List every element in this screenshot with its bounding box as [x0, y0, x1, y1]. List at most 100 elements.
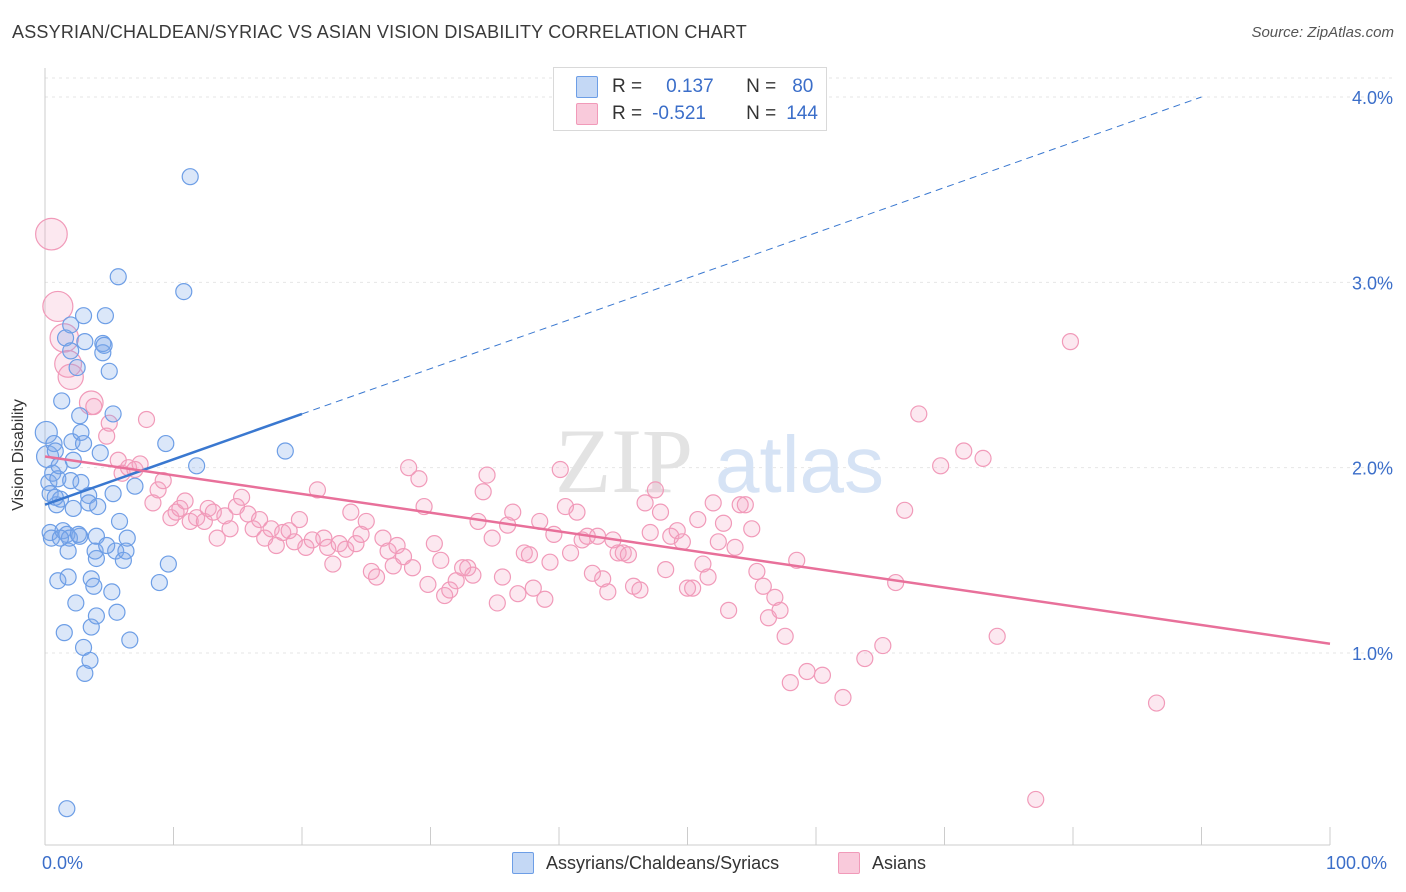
assyrian-point [98, 536, 116, 555]
asian-point [684, 579, 702, 597]
assyrian-point [110, 512, 129, 531]
asian-point [743, 520, 761, 538]
asian-point [1027, 790, 1045, 809]
asian-point [57, 363, 84, 391]
series-legend-label: Asians [872, 852, 927, 873]
asian-point [646, 481, 664, 499]
assyrian-point [81, 651, 99, 670]
assyrian-point [157, 434, 175, 453]
asian-point [594, 570, 612, 588]
legend-r-label: R = [612, 76, 643, 97]
assyrian-point [118, 529, 136, 547]
asian-point [561, 544, 580, 562]
y-tick-label: 1.0% [1352, 644, 1393, 664]
legend-swatch-blue [576, 76, 598, 98]
legend-r-value: 0.137 [666, 76, 714, 97]
x-tick-label-min: 0.0% [42, 853, 84, 873]
asian-point [583, 564, 602, 582]
x-tick-label-max: 100.0% [1326, 853, 1388, 873]
asian-point [493, 568, 512, 586]
asian-point [520, 546, 539, 564]
legend-n-value: 144 [786, 103, 818, 124]
asian-point [208, 529, 226, 547]
legend-r-label: R = [612, 103, 643, 124]
assyrian-point [58, 800, 76, 818]
asian-point [689, 510, 707, 529]
asian-point [771, 601, 789, 619]
asian-point [315, 529, 333, 547]
asian-point [699, 568, 717, 586]
assyrian-point [51, 529, 70, 547]
asian-point [974, 449, 992, 467]
assyrian-point [72, 423, 90, 442]
assyrian-point [87, 607, 106, 625]
assyrian-point [95, 336, 113, 354]
series-legend-assyrians: Assyrians/Chaldeans/Syriacs [512, 852, 779, 874]
asian-point [176, 492, 194, 510]
asian-point [1147, 694, 1166, 712]
y-tick-label: 4.0% [1352, 88, 1393, 108]
y-tick-label: 2.0% [1352, 459, 1393, 479]
legend-swatch-pink [576, 103, 598, 125]
assyrian-point [56, 329, 75, 347]
assyrian-point [55, 624, 73, 642]
asian-point [694, 555, 712, 573]
asian-point [932, 457, 950, 475]
series-swatch-blue [512, 852, 534, 874]
asian-trend-line [44, 455, 1331, 645]
asian-point [42, 290, 74, 323]
asian-point [668, 522, 686, 540]
asian-point [367, 568, 386, 586]
asian-point [896, 501, 914, 519]
asian-point [887, 573, 905, 592]
assyrian-point [117, 542, 135, 560]
asian-point [714, 514, 733, 532]
assyrian-point [62, 342, 80, 360]
asian-point [874, 636, 892, 655]
asian-point [568, 503, 586, 521]
legend-r-value: -0.521 [652, 103, 706, 124]
asian-point [474, 483, 492, 501]
asian-point [441, 581, 459, 599]
asian-point [541, 553, 559, 571]
assyrian-point [67, 594, 85, 612]
asian-point [419, 575, 437, 594]
asian-point [955, 442, 973, 460]
assyrian-point [276, 442, 294, 460]
asian-point [678, 579, 697, 597]
asian-point [144, 494, 162, 512]
asian-point [619, 546, 637, 564]
assyrian-point [181, 168, 199, 186]
asian-point [400, 459, 418, 477]
asian-point [308, 481, 327, 499]
series-legend-label: Assyrians/Chaldeans/Syriacs [546, 852, 780, 873]
assyrian-point [175, 283, 193, 301]
assyrians-points [34, 168, 294, 818]
assyrian-trend-extension [301, 96, 1202, 415]
legend-row-assyrians: R = 0.137 N = 80 [576, 74, 813, 100]
asian-point [352, 525, 370, 543]
assyrian-point [108, 603, 126, 621]
asian-point [813, 666, 832, 684]
legend-n-value: 80 [792, 76, 814, 97]
asian-point [290, 510, 309, 529]
asian-point [720, 601, 738, 619]
asian-point [651, 503, 670, 521]
asian-point [988, 627, 1006, 645]
asian-point [464, 566, 482, 584]
asian-point [798, 662, 816, 681]
asian-point [704, 494, 722, 512]
y-tick-labels: 1.0% 2.0% 3.0% 4.0% [1352, 88, 1393, 664]
asian-point [98, 427, 116, 445]
asian-point [394, 548, 413, 566]
asian-point [432, 551, 450, 569]
assyrian-point [41, 523, 59, 542]
asian-point [748, 562, 766, 581]
assyrian-point [72, 473, 90, 492]
asian-point [216, 507, 234, 525]
asian-point [731, 496, 749, 514]
assyrian-point [103, 583, 121, 601]
legend-row-asians: R = -0.521 N = 144 [576, 101, 818, 127]
assyrian-point [59, 568, 77, 586]
